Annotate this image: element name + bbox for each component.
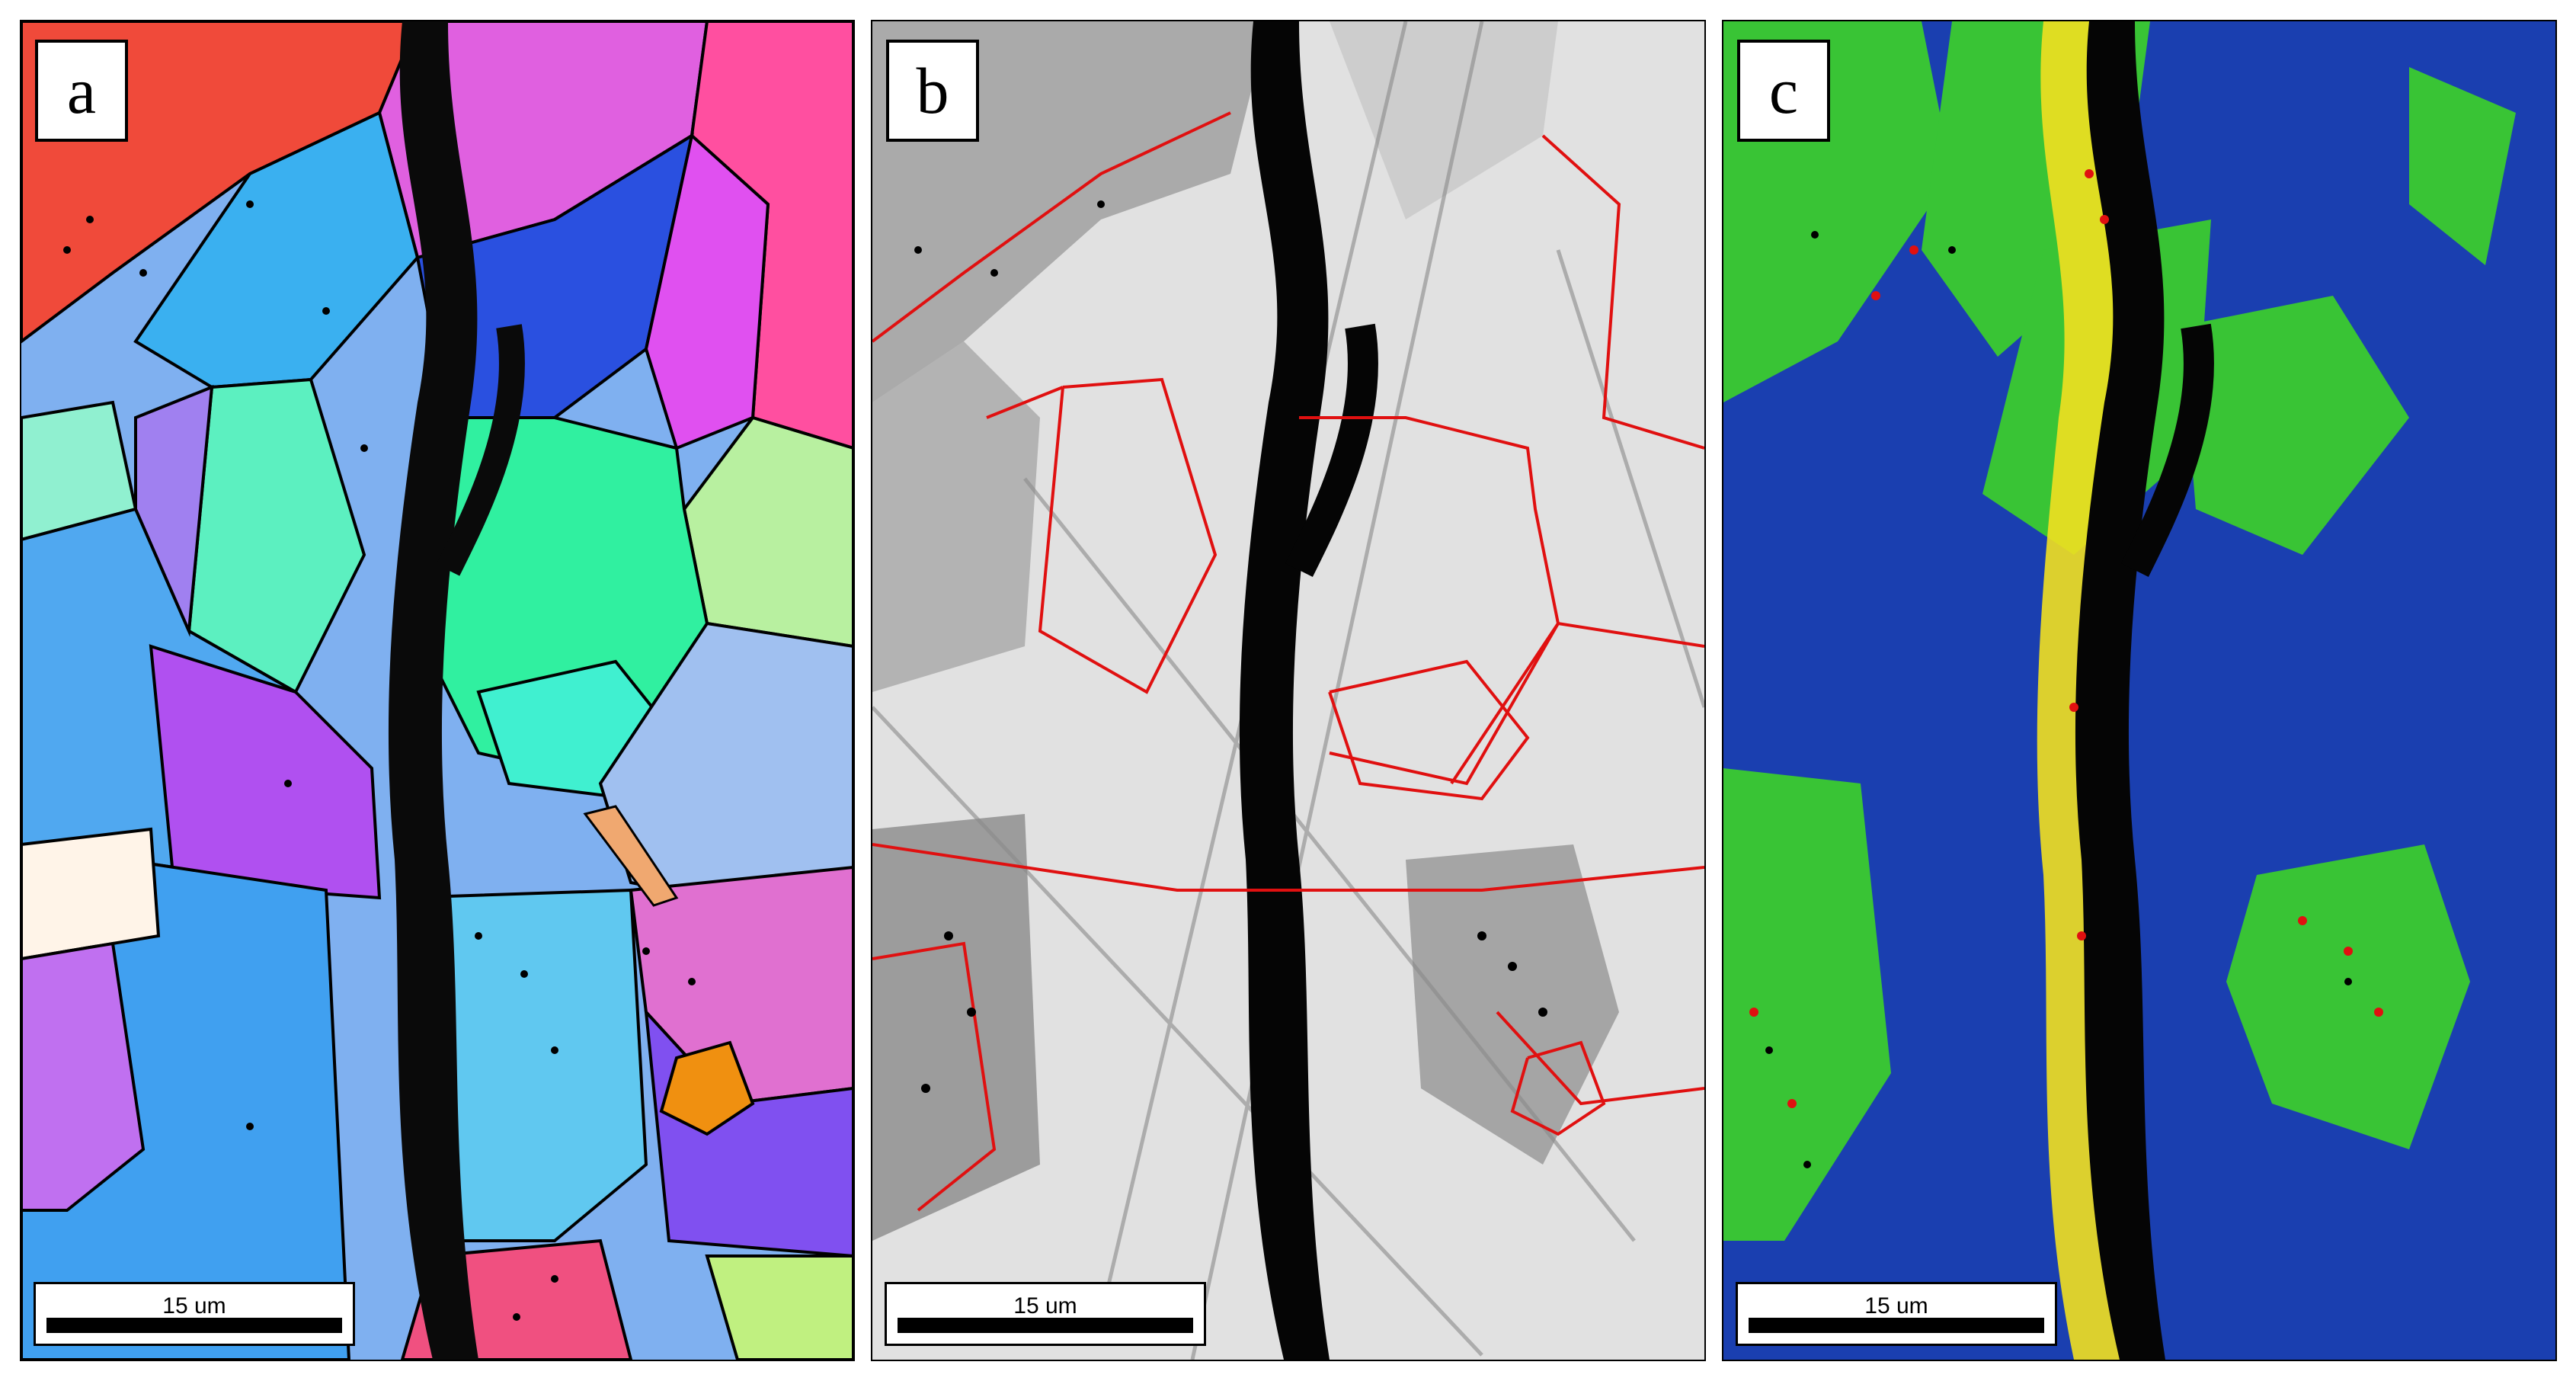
scale-bar: 15 um xyxy=(885,1282,1206,1346)
panel-label: a xyxy=(35,40,128,142)
scale-bar-label: 15 um xyxy=(162,1293,226,1319)
scale-bar-line xyxy=(46,1318,342,1333)
panel-label: c xyxy=(1737,40,1830,142)
image-quality-map xyxy=(872,21,1704,1360)
panel-b: b 15 um xyxy=(872,21,1704,1360)
panel-c: c 15 um xyxy=(1723,21,2555,1360)
scale-bar: 15 um xyxy=(34,1282,355,1346)
panel-a: a 15 um xyxy=(21,21,853,1360)
misorientation-map xyxy=(1723,21,2555,1360)
scale-bar-label: 15 um xyxy=(1864,1293,1928,1319)
scale-bar-line xyxy=(1749,1318,2044,1333)
scale-bar-line xyxy=(898,1318,1193,1333)
scale-bar: 15 um xyxy=(1736,1282,2057,1346)
panel-label: b xyxy=(886,40,979,142)
scale-bar-label: 15 um xyxy=(1013,1293,1077,1319)
orientation-map-image xyxy=(21,21,853,1360)
